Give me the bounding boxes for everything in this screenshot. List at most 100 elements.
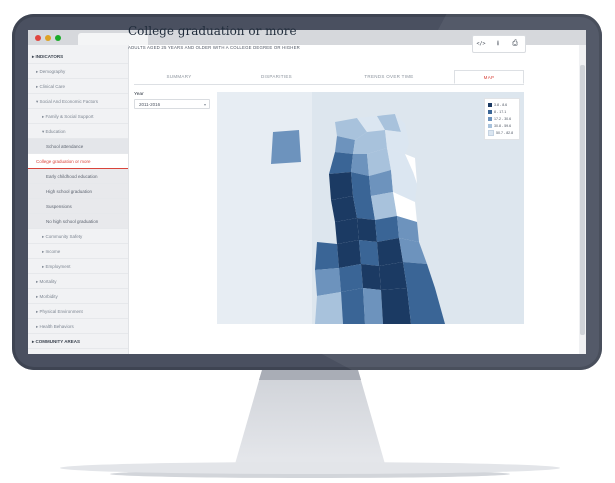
area-shape[interactable] xyxy=(375,216,399,242)
tab-map[interactable]: MAP xyxy=(454,70,524,84)
sidebar-item[interactable]: ▸ Family & Social Support xyxy=(28,109,128,124)
sidebar-item[interactable]: ▸ Demography xyxy=(28,64,128,79)
sidebar-item[interactable]: ▸ INDICATORS xyxy=(28,49,128,64)
area-shape[interactable] xyxy=(379,262,407,290)
area-shape[interactable] xyxy=(361,264,381,290)
sidebar-item[interactable]: High school graduation xyxy=(28,184,128,199)
area-shape[interactable] xyxy=(351,154,369,176)
year-label: Year xyxy=(134,92,144,97)
sidebar-item[interactable]: ▾ Social And Economic Factors xyxy=(28,94,128,109)
download-icon[interactable]: ⭳ xyxy=(496,40,500,47)
maximize-window-dot[interactable] xyxy=(55,35,61,41)
area-shape[interactable] xyxy=(399,238,427,264)
legend-label: 17.2 - 30.6 xyxy=(494,117,512,121)
area-shape[interactable] xyxy=(329,152,353,174)
area-shape[interactable] xyxy=(331,196,357,222)
map-svg xyxy=(217,92,524,324)
area-shape[interactable] xyxy=(339,264,363,292)
area-shape[interactable] xyxy=(371,192,397,220)
page-title: College graduation or more xyxy=(128,24,297,38)
chevron-down-icon: ▾ xyxy=(203,102,206,107)
area-shape[interactable] xyxy=(367,148,391,176)
area-shape[interactable] xyxy=(329,172,353,200)
area-shape[interactable] xyxy=(357,116,385,132)
tab-disparities[interactable]: DISPARITIES xyxy=(261,74,292,79)
legend-swatch xyxy=(488,130,494,137)
sidebar-item[interactable]: ▸ COMMUNITY AREAS xyxy=(28,334,128,349)
area-shape[interactable] xyxy=(403,262,435,288)
legend-row: 17.2 - 30.6 xyxy=(488,116,518,122)
sidebar-item[interactable]: ▸ Clinical Care xyxy=(28,79,128,94)
area-shape[interactable] xyxy=(407,288,445,324)
page-subtitle: ADULTS AGED 25 YEARS AND OLDER WITH A CO… xyxy=(128,45,300,50)
year-select[interactable]: 2011-2016 ▾ xyxy=(134,99,210,109)
close-window-dot[interactable] xyxy=(35,35,41,41)
tab-summary[interactable]: SUMMARY xyxy=(166,74,192,79)
sidebar-item[interactable]: ▸ Morbidity xyxy=(28,289,128,304)
monitor-base-shadow xyxy=(110,470,510,478)
code-icon[interactable]: </> xyxy=(476,41,486,47)
legend-label: 8 - 17.1 xyxy=(494,110,507,114)
area-shape[interactable] xyxy=(351,172,371,196)
area-shape[interactable] xyxy=(377,238,403,266)
area-shape[interactable] xyxy=(359,240,379,266)
area-shape[interactable] xyxy=(391,170,417,202)
area-shape[interactable] xyxy=(397,216,419,242)
sidebar-item[interactable]: ▸ Community Safety xyxy=(28,229,128,244)
monitor-stand-neck xyxy=(235,370,385,464)
sidebar-item[interactable]: Early childhood education xyxy=(28,169,128,184)
area-shape[interactable] xyxy=(363,288,383,324)
choropleth-map[interactable] xyxy=(217,92,524,324)
sidebar-item[interactable]: ▸ Mortality xyxy=(28,274,128,289)
legend-swatch xyxy=(488,110,492,115)
browser-tab[interactable] xyxy=(78,33,148,45)
legend-swatch xyxy=(488,124,492,129)
scrollbar-thumb[interactable] xyxy=(580,65,585,335)
area-shape[interactable] xyxy=(315,268,341,296)
sidebar-item[interactable]: ▸ Employment xyxy=(28,259,128,274)
tab-trends-over-time[interactable]: TRENDS OVER TIME xyxy=(364,74,414,79)
monitor-base xyxy=(60,462,560,474)
legend-row: 3.8 - 8.6 xyxy=(488,102,518,108)
area-shape[interactable] xyxy=(337,240,361,268)
legend-swatch xyxy=(488,103,492,108)
area-shape[interactable] xyxy=(387,148,413,172)
legend-label: 3.8 - 8.6 xyxy=(494,103,508,107)
legend-swatch xyxy=(488,117,492,122)
area-shape[interactable] xyxy=(385,130,409,154)
area-shape[interactable] xyxy=(377,114,401,132)
area-shape[interactable] xyxy=(341,288,365,324)
area-shape[interactable] xyxy=(335,136,355,154)
year-select-value: 2011-2016 xyxy=(139,102,161,107)
area-shape[interactable] xyxy=(393,192,417,222)
scrollbar[interactable] xyxy=(579,45,586,354)
browser-chrome xyxy=(28,30,586,45)
area-shape[interactable] xyxy=(335,118,367,140)
legend-label: 30.8 - 59.6 xyxy=(494,124,512,128)
sidebar-item[interactable]: ▾ Education xyxy=(28,124,128,139)
area-shape[interactable] xyxy=(353,130,387,154)
area-shape[interactable] xyxy=(405,154,417,184)
sidebar-item[interactable]: ▸ Health Behaviors xyxy=(28,319,128,334)
area-shape[interactable] xyxy=(369,170,393,196)
sidebar-item[interactable]: ▸ Income xyxy=(28,244,128,259)
area-shape[interactable] xyxy=(353,196,375,220)
sidebar: ▸ INDICATORS ▸ Demography ▸ Clinical Care ▾… xyxy=(28,45,129,354)
sidebar-item[interactable]: School attendance xyxy=(28,139,128,154)
area-shape[interactable] xyxy=(315,292,343,324)
sidebar-item[interactable]: ▸ Physical Environment xyxy=(28,304,128,319)
area-shape[interactable] xyxy=(395,114,409,144)
legend-row: 30.8 - 59.6 xyxy=(488,123,518,129)
minimize-window-dot[interactable] xyxy=(45,35,51,41)
sidebar-item[interactable]: Suspensions xyxy=(28,199,128,214)
community-areas[interactable] xyxy=(271,114,445,324)
sidebar-item[interactable]: No high school graduation xyxy=(28,214,128,229)
tab-bar: SUMMARY DISPARITIES TRENDS OVER TIME MAP xyxy=(134,70,524,85)
print-icon[interactable]: ⎙ xyxy=(512,40,518,47)
sidebar-item[interactable]: College graduation or more xyxy=(28,154,128,169)
area-shape[interactable] xyxy=(381,288,411,324)
area-shape[interactable] xyxy=(357,218,377,242)
area-shape[interactable] xyxy=(271,130,301,164)
area-shape[interactable] xyxy=(315,242,339,270)
area-shape[interactable] xyxy=(335,218,359,244)
